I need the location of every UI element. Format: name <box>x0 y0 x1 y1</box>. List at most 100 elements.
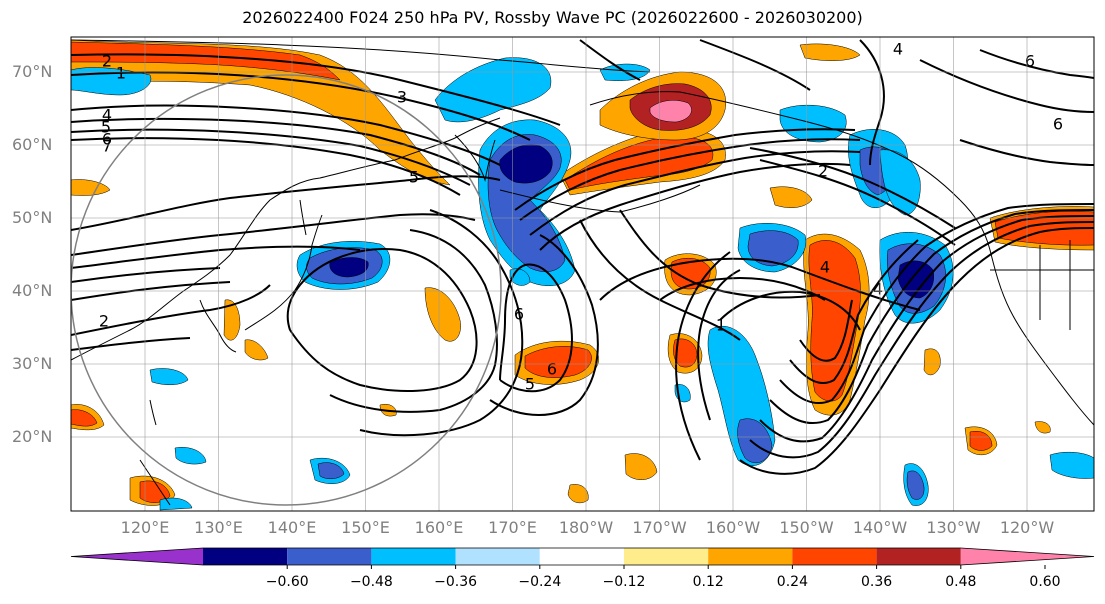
colorbar-swatch <box>708 548 793 565</box>
anomaly-region <box>769 186 813 208</box>
pv-contour-line <box>659 276 826 301</box>
colorbar-swatch <box>287 548 372 565</box>
pv-contour-line <box>71 245 361 269</box>
longitude-label: 170°E <box>488 518 537 537</box>
pv-contour-label: 6 <box>547 360 557 379</box>
pv-contour-line <box>514 128 856 211</box>
anomaly-region <box>244 339 269 361</box>
anomaly-region <box>624 453 658 480</box>
anomaly-region <box>424 287 461 342</box>
colorbar-tick-label: −0.36 <box>434 574 478 590</box>
coastline-na-west <box>959 199 1094 426</box>
anomaly-region <box>329 257 369 278</box>
anomaly-region <box>434 57 552 123</box>
pv-contour-line <box>697 269 741 421</box>
colorbar-swatch <box>792 548 877 565</box>
colorbar <box>70 547 1095 569</box>
pv-contour-label: 5 <box>101 118 111 137</box>
domain-circle <box>71 74 502 506</box>
anomaly-region <box>567 484 589 504</box>
pv-contour-label: 6 <box>1053 115 1063 134</box>
pv-contour-line <box>489 234 599 416</box>
pv-contour-line <box>769 209 1094 425</box>
pv-contour-line <box>71 337 191 351</box>
anomaly-region <box>71 39 451 186</box>
coastline-japan <box>244 214 323 331</box>
pv-contour-line <box>71 128 471 186</box>
pv-contour-label: 7 <box>102 137 112 156</box>
coastline-taiwan <box>149 399 157 426</box>
anomaly-region <box>71 41 341 81</box>
colorbar-swatch <box>371 548 456 565</box>
anomaly-region <box>71 179 111 196</box>
map-title: 2026022400 F024 250 hPa PV, Rossby Wave … <box>242 8 863 27</box>
anomaly-region <box>879 149 921 216</box>
longitude-label: 150°E <box>341 518 390 537</box>
colorbar-tick-label: 0.36 <box>861 574 893 590</box>
pv-contour-line <box>599 257 921 311</box>
pv-contours <box>71 39 1094 475</box>
anomaly-region <box>923 348 941 376</box>
colorbar-extend-left <box>71 548 203 565</box>
longitude-label: 140°W <box>852 518 908 537</box>
colorbar-outline <box>70 547 1095 566</box>
anomaly-region <box>673 338 698 368</box>
longitude-label: 130°E <box>194 518 243 537</box>
pv-contour-line <box>71 53 561 126</box>
coastline-sakhalin <box>299 199 307 236</box>
anomaly-region <box>174 447 207 465</box>
pv-contour-line <box>699 39 811 91</box>
latitude-label: 60°N <box>12 135 53 154</box>
pv-contour-line <box>719 290 861 331</box>
pv-contour-line <box>499 263 573 393</box>
pv-contour-line <box>749 147 956 229</box>
pv-contour-label: 6 <box>514 305 524 324</box>
anomaly-region <box>1049 451 1094 479</box>
pv-contour-label: 5 <box>525 375 535 394</box>
longitude-label: 120°W <box>999 518 1055 537</box>
pv-contour-line <box>329 229 498 413</box>
colorbar-tick-label: 0.12 <box>692 574 724 590</box>
coastline-arctic <box>71 39 651 73</box>
pv-contour-line <box>71 175 501 231</box>
colorbar-tick-label: −0.24 <box>518 574 562 590</box>
pv-contour-label: 2 <box>102 52 112 71</box>
anomaly-region <box>747 230 799 267</box>
pv-contour-line <box>979 49 1094 79</box>
longitude-label: 180°W <box>558 518 614 537</box>
coastline-korea <box>199 299 237 353</box>
pv-contour-line <box>619 209 821 299</box>
pv-contour-label: 2 <box>99 312 109 331</box>
pv-contour-line <box>71 284 271 336</box>
pv-contour-label: 4 <box>893 40 903 59</box>
anomaly-region <box>317 462 345 479</box>
colorbar-swatch <box>539 548 624 565</box>
latitude-label: 30°N <box>12 354 53 373</box>
anomaly-region <box>649 100 692 123</box>
longitude-label: 150°W <box>779 518 834 537</box>
pv-contour-line <box>579 39 641 81</box>
pv-contour-line <box>779 203 1094 405</box>
pv-contour-line <box>919 59 1094 113</box>
pv-contour-line <box>519 138 861 221</box>
pv-contour-line <box>71 71 531 141</box>
colorbar-tick-label: 0.24 <box>776 574 808 590</box>
anomaly-region <box>799 43 861 61</box>
longitude-label: 170°W <box>632 518 687 537</box>
anomaly-region <box>906 470 925 500</box>
latitude-label: 70°N <box>12 62 53 81</box>
pv-contour-label: 1 <box>116 64 126 83</box>
coastline-alaska <box>589 91 961 201</box>
pv-contour-label: 6 <box>102 130 112 149</box>
longitude-label: 160°E <box>414 518 464 537</box>
map-frame <box>70 36 1095 512</box>
pv-contour-line <box>286 248 478 392</box>
latitude-label: 40°N <box>12 281 53 300</box>
pv-contour-line <box>71 281 231 301</box>
longitude-label: 130°W <box>926 518 981 537</box>
longitude-label: 120°E <box>120 518 170 537</box>
pv-contour-label: 1 <box>716 316 726 335</box>
pv-contour-label: 5 <box>409 168 419 187</box>
anomaly-region <box>969 431 993 451</box>
